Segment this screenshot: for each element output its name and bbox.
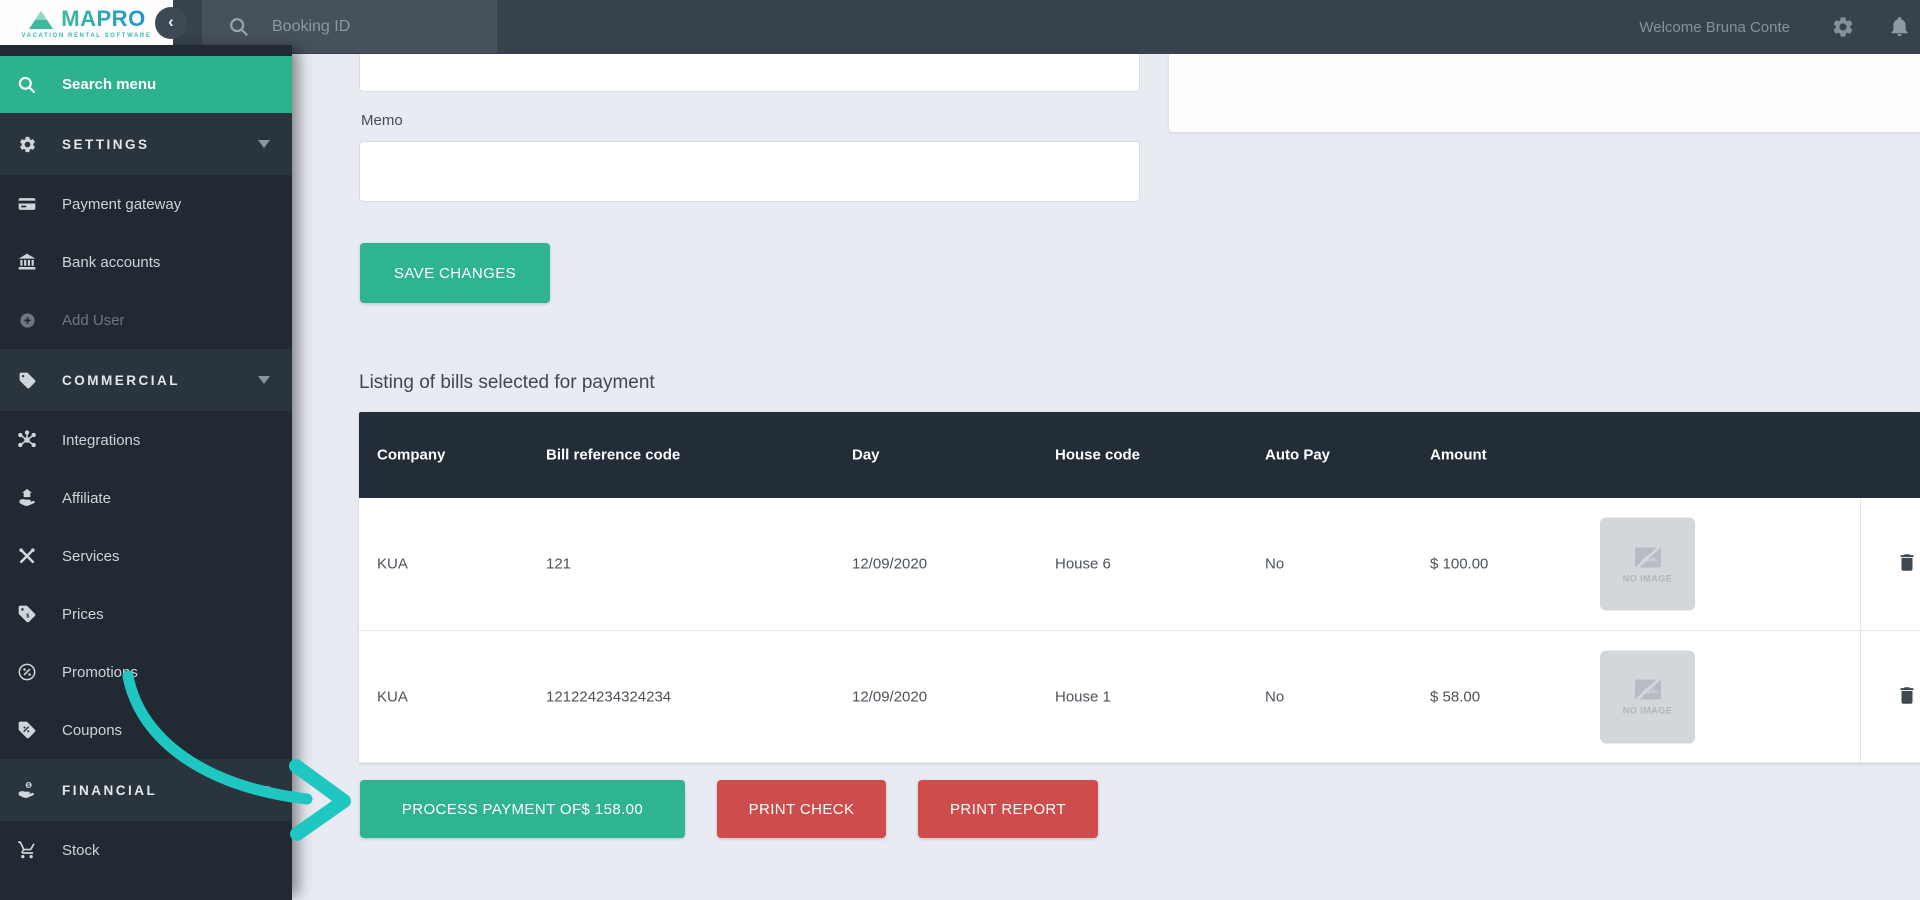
bills-section-title: Listing of bills selected for payment [359, 372, 655, 393]
col-amount: Amount [1430, 446, 1487, 464]
credit-card-icon [16, 194, 38, 214]
booking-id-input[interactable] [272, 17, 492, 36]
table-row: KUA 121224234324234 12/09/2020 House 1 N… [359, 630, 1920, 762]
col-autopay: Auto Pay [1265, 446, 1331, 464]
sidebar-section-commercial[interactable]: COMMERCIAL [0, 349, 292, 411]
col-company: Company [377, 446, 446, 464]
delete-bill-button[interactable] [1896, 552, 1918, 577]
no-image-placeholder: NO IMAGE [1600, 517, 1695, 611]
form-field-top-cutoff[interactable] [359, 54, 1140, 92]
memo-label: Memo [361, 112, 403, 129]
cell-house: House 1 [1055, 688, 1111, 705]
col-bill-ref: Bill reference code [546, 446, 681, 464]
tools-cross-icon [16, 546, 38, 566]
image-off-icon [1634, 545, 1661, 570]
tag-icon [16, 371, 38, 390]
welcome-text: Welcome Bruna Conte [1639, 18, 1790, 36]
sidebar-item-coupons[interactable]: Coupons [0, 701, 292, 759]
sidebar-item-add-user[interactable]: Add User [0, 291, 292, 349]
trash-icon [1900, 554, 1914, 571]
cell-autopay: No [1265, 555, 1285, 573]
sidebar-item-payment-gateway[interactable]: Payment gateway [0, 175, 292, 233]
right-panel-cutoff [1169, 54, 1920, 132]
delete-bill-button[interactable] [1896, 684, 1918, 709]
settings-gear-icon[interactable] [1831, 15, 1855, 39]
cell-day: 12/09/2020 [852, 688, 928, 705]
sidebar-item-prices[interactable]: $ Prices [0, 585, 292, 643]
app-logo: MAPRO VACATION RENTAL SOFTWARE [0, 0, 173, 45]
table-row: KUA 121 12/09/2020 House 6 No $ 100.00 N… [359, 498, 1920, 630]
price-tag-icon: $ [16, 604, 38, 624]
delete-cell [1860, 631, 1920, 762]
cell-bill-ref: 121224234324234 [546, 688, 672, 705]
trash-icon [1900, 686, 1914, 704]
add-user-plus-icon [16, 311, 38, 330]
svg-text:$: $ [26, 613, 30, 619]
delete-cell [1860, 498, 1920, 630]
chevron-down-icon [258, 781, 270, 799]
coupon-tag-icon [16, 720, 38, 740]
cell-day: 12/09/2020 [852, 555, 928, 573]
cell-company: KUA [377, 555, 408, 573]
image-off-icon [1634, 677, 1661, 702]
chevron-down-icon [258, 135, 270, 153]
sidebar-item-services[interactable]: Services [0, 527, 292, 585]
sidebar-item-affiliate[interactable]: Affiliate [0, 469, 292, 527]
logo-brand-text: MAPRO [61, 6, 146, 31]
sidebar-item-search-menu[interactable]: Search menu [0, 56, 292, 113]
table-header-row: Company Bill reference code Day House co… [359, 412, 1920, 498]
print-report-button[interactable]: PRINT REPORT [918, 780, 1098, 838]
cell-amount: $ 100.00 [1430, 555, 1489, 573]
chevron-down-icon [258, 371, 270, 389]
search-icon [16, 75, 38, 95]
memo-input[interactable] [359, 141, 1140, 202]
save-changes-button[interactable]: SAVE CHANGES [360, 243, 550, 303]
cell-company: KUA [377, 688, 408, 705]
shopping-cart-icon [16, 840, 38, 860]
network-hub-icon [16, 430, 38, 450]
top-bar: Welcome Bruna Conte [0, 0, 1920, 54]
bills-table: Company Bill reference code Day House co… [359, 412, 1920, 763]
percent-circle-icon [16, 662, 38, 682]
sidebar-collapse-button[interactable]: ‹ [155, 7, 187, 39]
print-check-button[interactable]: PRINT CHECK [717, 780, 886, 838]
hand-house-icon [16, 488, 38, 508]
cell-amount: $ 58.00 [1430, 688, 1481, 705]
bank-icon [16, 252, 38, 272]
sidebar-item-promotions[interactable]: Promotions [0, 643, 292, 701]
svg-text:$: $ [27, 783, 30, 789]
col-house: House code [1055, 446, 1141, 464]
logo-mountain-icon [29, 11, 54, 29]
search-icon [230, 17, 249, 36]
sidebar-item-stock[interactable]: Stock [0, 821, 292, 879]
booking-search-box[interactable] [202, 0, 497, 53]
cell-house: House 6 [1055, 555, 1111, 573]
process-payment-button[interactable]: PROCESS PAYMENT OF$ 158.00 [360, 780, 685, 838]
cell-bill-ref: 121 [546, 555, 572, 573]
gear-icon [16, 135, 38, 154]
hand-coin-icon: $ [16, 780, 38, 800]
sidebar-item-integrations[interactable]: Integrations [0, 411, 292, 469]
col-day: Day [852, 446, 880, 464]
no-image-placeholder: NO IMAGE [1600, 650, 1695, 743]
sidebar-section-settings[interactable]: SETTINGS [0, 113, 292, 175]
sidebar: Search menu SETTINGS Payment gateway Ban… [0, 45, 292, 900]
sidebar-item-bank-accounts[interactable]: Bank accounts [0, 233, 292, 291]
logo-tagline: VACATION RENTAL SOFTWARE [21, 33, 152, 39]
notifications-bell-icon[interactable] [1888, 15, 1911, 38]
sidebar-section-financial[interactable]: $ FINANCIAL [0, 759, 292, 821]
cell-autopay: No [1265, 688, 1285, 705]
